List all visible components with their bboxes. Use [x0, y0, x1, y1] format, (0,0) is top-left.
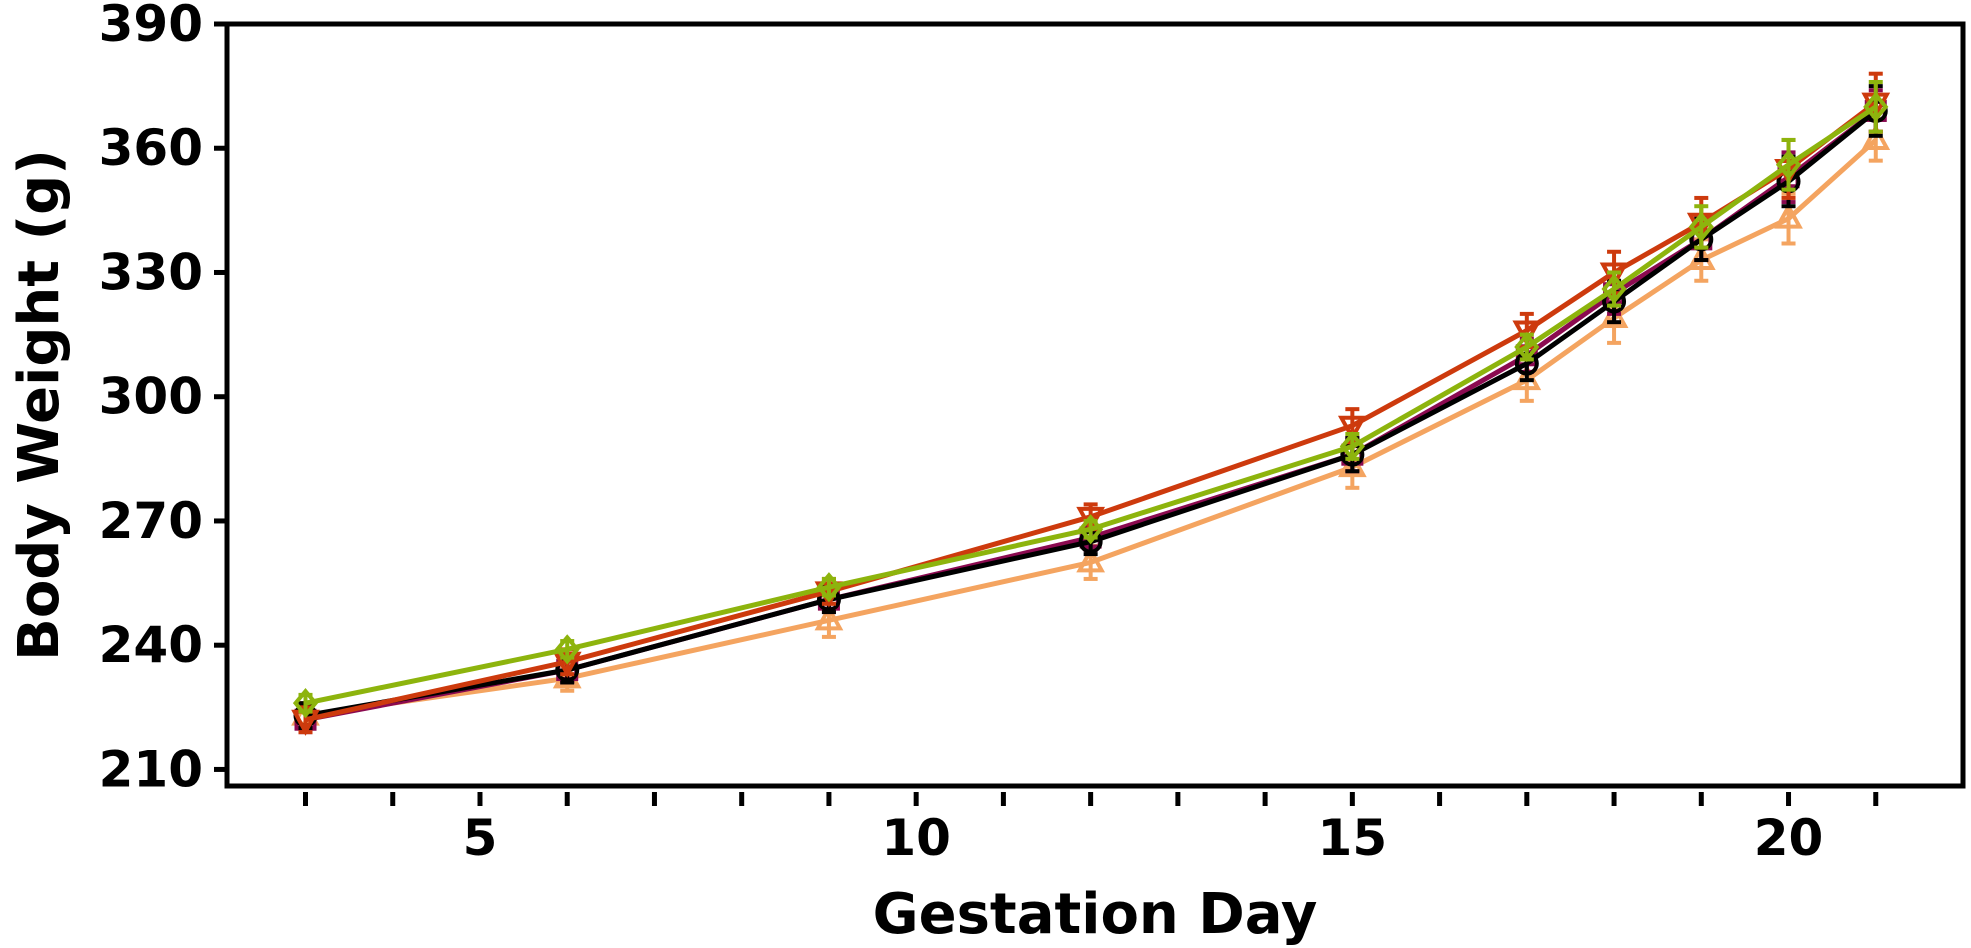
data-point-diamond: [1863, 91, 1889, 122]
y-tick-label: 360: [99, 119, 203, 177]
data-point-triangle-down: [1076, 506, 1106, 533]
series-0: [291, 117, 1891, 731]
y-tick-label: 210: [99, 740, 203, 798]
series-line: [305, 138, 1878, 719]
data-point-triangle-up: [1076, 546, 1106, 573]
tick-labels: 210 240 270 300 330 360 390 5 10 15 20: [99, 0, 1824, 867]
series-1: [294, 88, 1887, 735]
data-point-triangle-up: [814, 604, 844, 631]
series-line: [304, 104, 1878, 706]
y-tick-label: 390: [99, 0, 203, 53]
x-tick-label: 10: [881, 809, 951, 867]
series-layer: [291, 71, 1891, 736]
y-tick-label: 300: [99, 368, 203, 426]
data-point-triangle-up: [1861, 123, 1891, 150]
series-3: [291, 71, 1891, 736]
y-tick-label: 240: [99, 616, 203, 674]
data-point-diamond: [292, 688, 319, 719]
data-point-triangle-up: [1599, 301, 1629, 329]
data-point-diamond: [1078, 514, 1104, 545]
plot-frame: [224, 21, 1966, 789]
x-tick-label: 5: [463, 809, 498, 867]
data-point-triangle-down: [1337, 415, 1367, 442]
x-tick-label: 15: [1318, 809, 1388, 867]
data-point-diamond: [816, 572, 842, 603]
x-axis-title: Gestation Day: [873, 882, 1318, 947]
series-line: [305, 109, 1878, 719]
series-2: [293, 84, 1888, 731]
data-point-diamond: [1688, 211, 1714, 243]
data-point-triangle-down: [1512, 320, 1542, 347]
series-line: [305, 109, 1878, 723]
y-tick-label: 330: [99, 243, 203, 301]
x-tick-label: 20: [1754, 809, 1824, 867]
y-tick-label: 270: [99, 492, 203, 550]
data-point-diamond: [1514, 331, 1540, 363]
data-point-triangle-up: [1774, 202, 1803, 229]
y-axis-title: Body Weight (g): [7, 149, 72, 661]
series-4: [292, 79, 1889, 719]
series-line: [304, 100, 1878, 723]
axis-ticks: [214, 21, 1879, 806]
data-point-diamond: [1339, 431, 1365, 462]
data-point-diamond: [554, 634, 580, 665]
data-point-diamond: [1601, 273, 1627, 305]
data-point-diamond: [1775, 149, 1802, 180]
